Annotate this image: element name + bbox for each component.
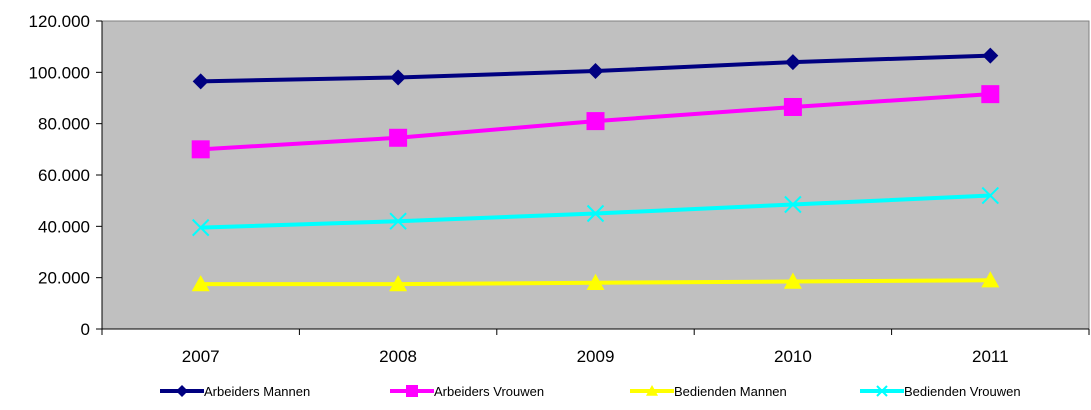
marker-x bbox=[191, 218, 210, 237]
series-arbeiders-mannen bbox=[192, 47, 999, 90]
marker-square bbox=[981, 85, 1000, 104]
x-tick-label: 2007 bbox=[182, 347, 220, 366]
legend-label: Arbeiders Vrouwen bbox=[434, 384, 544, 399]
legend-item: Bedienden Mannen bbox=[630, 384, 787, 399]
marker-square bbox=[783, 97, 802, 116]
x-tick-label: 2010 bbox=[774, 347, 812, 366]
marker-triangle bbox=[646, 385, 658, 396]
marker-diamond bbox=[587, 63, 604, 80]
series-layer bbox=[191, 47, 1000, 292]
legend-item: Arbeiders Mannen bbox=[160, 384, 310, 399]
y-tick-label: 120.000 bbox=[29, 12, 90, 31]
series-bedienden-mannen bbox=[191, 271, 1000, 292]
marker-diamond bbox=[176, 385, 188, 397]
marker-triangle bbox=[981, 271, 1000, 288]
marker-triangle bbox=[389, 275, 408, 292]
marker-diamond bbox=[784, 54, 801, 71]
marker-square bbox=[586, 112, 605, 131]
axes: 0 20.000 40.000 60.000 80.000 100.000 120.000 2… bbox=[29, 12, 1090, 366]
marker-diamond bbox=[192, 73, 209, 90]
legend-item: Arbeiders Vrouwen bbox=[390, 384, 544, 399]
legend: Arbeiders Mannen Arbeiders Vrouwen Bediend… bbox=[160, 384, 1021, 399]
marker-x bbox=[784, 195, 802, 214]
marker-triangle bbox=[783, 272, 802, 289]
marker-square bbox=[406, 385, 418, 397]
marker-diamond bbox=[390, 69, 407, 86]
y-tick-label: 100.000 bbox=[29, 63, 90, 82]
marker-x bbox=[876, 385, 888, 397]
y-tick-label: 60.000 bbox=[38, 166, 90, 185]
marker-x bbox=[389, 212, 407, 230]
series-arbeiders-vrouwen bbox=[191, 85, 1000, 159]
x-tick-label: 2009 bbox=[577, 347, 615, 366]
legend-label: Arbeiders Mannen bbox=[204, 384, 310, 399]
y-tick-label: 0 bbox=[81, 320, 90, 339]
y-tick-label: 20.000 bbox=[38, 269, 90, 288]
marker-triangle bbox=[586, 273, 605, 290]
y-tick-label: 80.000 bbox=[38, 115, 90, 134]
marker-x bbox=[981, 186, 1000, 205]
y-tick-label: 40.000 bbox=[38, 217, 90, 236]
legend-label: Bedienden Vrouwen bbox=[904, 384, 1021, 399]
x-tick-label: 2008 bbox=[379, 347, 417, 366]
series-bedienden-vrouwen bbox=[191, 186, 1000, 237]
marker-x bbox=[586, 204, 605, 223]
x-tick-label: 2011 bbox=[972, 347, 1009, 366]
marker-square bbox=[191, 140, 210, 159]
marker-diamond bbox=[982, 47, 999, 64]
marker-triangle bbox=[191, 275, 210, 292]
legend-label: Bedienden Mannen bbox=[674, 384, 787, 399]
marker-square bbox=[389, 128, 408, 147]
legend-item: Bedienden Vrouwen bbox=[860, 384, 1021, 399]
